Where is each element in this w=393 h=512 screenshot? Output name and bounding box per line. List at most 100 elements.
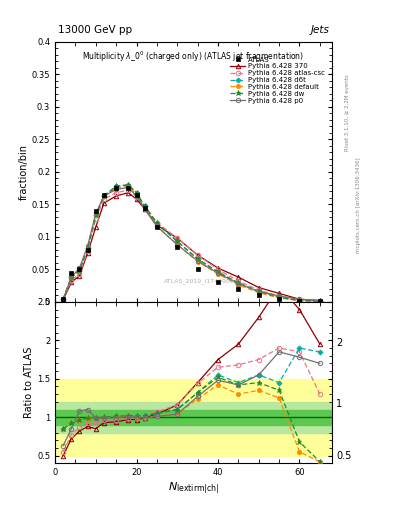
Pythia 6.428 p0: [85, 243, 90, 249]
ATLAS: [94, 208, 98, 214]
Pythia 6.428 dw: [256, 288, 261, 294]
Text: 2: 2: [336, 338, 342, 348]
Pythia 6.428 370: [94, 224, 98, 230]
Pythia 6.428 atlas-csc: [94, 216, 98, 222]
Pythia 6.428 p0: [216, 270, 220, 276]
Pythia 6.428 default: [216, 271, 220, 277]
ATLAS: [134, 191, 139, 198]
Pythia 6.428 atlas-csc: [236, 278, 241, 284]
Pythia 6.428 atlas-csc: [256, 287, 261, 293]
Pythia 6.428 p0: [126, 184, 131, 190]
Pythia 6.428 default: [94, 212, 98, 219]
ATLAS: [236, 286, 241, 292]
Pythia 6.428 atlas-csc: [126, 187, 131, 193]
Y-axis label: fraction/bin: fraction/bin: [19, 144, 29, 200]
Pythia 6.428 d6t: [134, 189, 139, 196]
Pythia 6.428 d6t: [85, 245, 90, 251]
Pythia 6.428 default: [114, 185, 119, 191]
Pythia 6.428 default: [134, 191, 139, 198]
Text: 0.5: 0.5: [336, 451, 351, 461]
Pythia 6.428 dw: [126, 182, 131, 188]
Pythia 6.428 atlas-csc: [175, 235, 180, 241]
Bar: [55, 410, 332, 425]
Pythia 6.428 default: [236, 282, 241, 288]
Pythia 6.428 default: [318, 298, 322, 304]
Pythia 6.428 atlas-csc: [114, 189, 119, 196]
Pythia 6.428 default: [69, 274, 73, 280]
Pythia 6.428 dw: [236, 280, 241, 286]
Pythia 6.428 p0: [69, 274, 73, 280]
Pythia 6.428 default: [195, 259, 200, 265]
Line: ATLAS: ATLAS: [61, 186, 322, 304]
Pythia 6.428 d6t: [175, 239, 180, 245]
Pythia 6.428 default: [126, 183, 131, 189]
Text: 13000 GeV pp: 13000 GeV pp: [58, 26, 132, 35]
Pythia 6.428 d6t: [69, 274, 73, 280]
ATLAS: [256, 292, 261, 298]
Pythia 6.428 dw: [154, 220, 159, 226]
Pythia 6.428 p0: [61, 296, 66, 302]
Pythia 6.428 default: [101, 193, 106, 199]
Line: Pythia 6.428 atlas-csc: Pythia 6.428 atlas-csc: [61, 188, 322, 304]
Pythia 6.428 dw: [277, 294, 281, 301]
Pythia 6.428 default: [142, 205, 147, 211]
Pythia 6.428 atlas-csc: [142, 203, 147, 209]
ATLAS: [175, 244, 180, 250]
Pythia 6.428 atlas-csc: [277, 293, 281, 299]
Text: 1: 1: [336, 399, 342, 410]
Pythia 6.428 default: [85, 245, 90, 251]
Bar: [55, 379, 332, 456]
Pythia 6.428 default: [256, 290, 261, 296]
Pythia 6.428 atlas-csc: [77, 271, 82, 277]
Pythia 6.428 dw: [195, 256, 200, 262]
Pythia 6.428 d6t: [142, 203, 147, 209]
Text: ATLAS_2019_I1740909: ATLAS_2019_I1740909: [163, 278, 235, 284]
Pythia 6.428 p0: [277, 293, 281, 299]
Pythia 6.428 dw: [101, 193, 106, 199]
Pythia 6.428 dw: [134, 189, 139, 196]
Pythia 6.428 370: [134, 196, 139, 202]
Pythia 6.428 d6t: [126, 182, 131, 188]
ATLAS: [195, 266, 200, 272]
Text: Jets: Jets: [310, 26, 329, 35]
Pythia 6.428 p0: [297, 296, 302, 302]
Line: Pythia 6.428 p0: Pythia 6.428 p0: [61, 185, 322, 303]
Line: Pythia 6.428 370: Pythia 6.428 370: [61, 190, 322, 303]
ATLAS: [154, 224, 159, 230]
ATLAS: [61, 295, 66, 302]
Line: Pythia 6.428 dw: Pythia 6.428 dw: [61, 182, 322, 304]
Text: mcplots.cern.ch [arXiv:1306.3436]: mcplots.cern.ch [arXiv:1306.3436]: [356, 157, 361, 252]
Pythia 6.428 d6t: [318, 298, 322, 304]
Pythia 6.428 370: [318, 297, 322, 304]
Pythia 6.428 d6t: [236, 280, 241, 286]
Pythia 6.428 370: [277, 290, 281, 296]
Legend: ATLAS, Pythia 6.428 370, Pythia 6.428 atlas-csc, Pythia 6.428 d6t, Pythia 6.428 : ATLAS, Pythia 6.428 370, Pythia 6.428 at…: [230, 56, 326, 104]
Pythia 6.428 p0: [154, 223, 159, 229]
Pythia 6.428 370: [69, 279, 73, 285]
Pythia 6.428 370: [236, 274, 241, 280]
Pythia 6.428 dw: [61, 296, 66, 302]
ATLAS: [142, 205, 147, 211]
Pythia 6.428 dw: [85, 245, 90, 251]
Pythia 6.428 d6t: [61, 296, 66, 302]
Pythia 6.428 d6t: [154, 220, 159, 226]
Pythia 6.428 p0: [175, 242, 180, 248]
Pythia 6.428 p0: [134, 193, 139, 199]
ATLAS: [85, 247, 90, 253]
ATLAS: [297, 297, 302, 304]
Pythia 6.428 default: [297, 297, 302, 304]
Pythia 6.428 370: [297, 296, 302, 302]
Pythia 6.428 atlas-csc: [216, 266, 220, 272]
Pythia 6.428 370: [154, 222, 159, 228]
Bar: [55, 402, 332, 433]
Pythia 6.428 370: [126, 189, 131, 196]
ATLAS: [216, 279, 220, 285]
Pythia 6.428 default: [154, 223, 159, 229]
Pythia 6.428 dw: [175, 239, 180, 245]
ATLAS: [77, 266, 82, 272]
Pythia 6.428 p0: [114, 186, 119, 193]
Pythia 6.428 dw: [142, 203, 147, 209]
Pythia 6.428 p0: [101, 193, 106, 199]
Pythia 6.428 atlas-csc: [134, 194, 139, 200]
Pythia 6.428 atlas-csc: [85, 248, 90, 254]
